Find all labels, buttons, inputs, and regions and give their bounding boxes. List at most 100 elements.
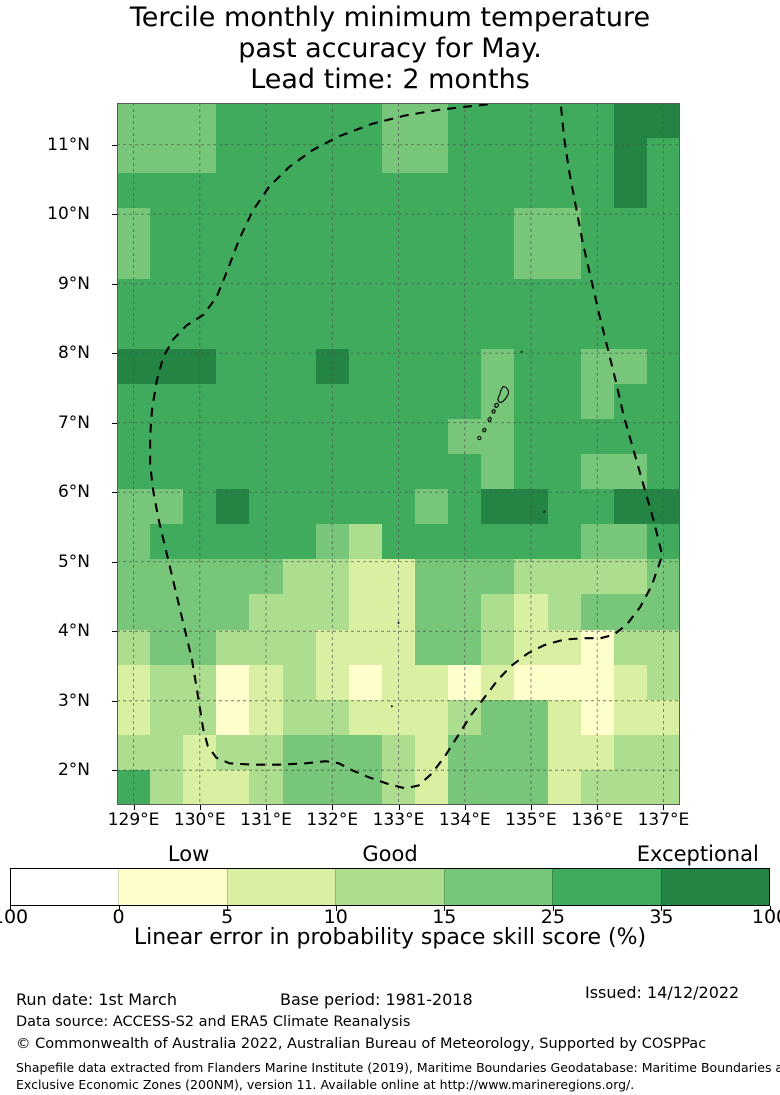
y-tick-mark <box>112 770 117 772</box>
heatmap-cell <box>580 173 615 209</box>
heatmap-cell <box>117 489 151 525</box>
y-tick-mark <box>112 353 117 355</box>
heatmap-cell <box>448 734 482 771</box>
x-tick-mark <box>199 805 201 810</box>
heatmap-cell <box>415 629 449 666</box>
heatmap-cell <box>448 699 482 736</box>
heatmap-cell <box>580 313 615 350</box>
heatmap-cell <box>613 103 648 139</box>
heatmap-cell <box>481 138 515 174</box>
heatmap-cell <box>613 313 648 350</box>
heatmap-cell <box>481 489 515 525</box>
heatmap-cell <box>183 629 217 666</box>
heatmap-cell <box>381 348 416 385</box>
heatmap-cell <box>249 489 284 525</box>
heatmap-cell <box>415 243 449 280</box>
heatmap-cell <box>448 489 482 525</box>
heatmap-cell <box>514 383 549 420</box>
colorbar-segment-6 <box>660 869 769 905</box>
y-tick-mark <box>112 144 117 146</box>
heatmap-cell <box>448 664 482 701</box>
heatmap-cell <box>580 524 615 560</box>
heatmap-cell <box>547 383 582 420</box>
heatmap-cell <box>481 524 515 560</box>
heatmap-cell <box>646 418 680 455</box>
heatmap-cell <box>547 454 582 490</box>
heatmap-cell <box>646 524 680 560</box>
heatmap-cell <box>415 383 449 420</box>
heatmap-cell <box>150 383 184 420</box>
heatmap-cell <box>348 208 383 244</box>
heatmap-cell <box>348 664 383 701</box>
heatmap-cell <box>580 769 615 805</box>
heatmap-cell <box>448 208 482 244</box>
heatmap-cell <box>415 559 449 595</box>
heatmap-cell <box>646 594 680 631</box>
heatmap-cell <box>183 734 217 771</box>
x-tick-mark <box>332 805 334 810</box>
heatmap-cell <box>547 699 582 736</box>
heatmap-cell <box>348 348 383 385</box>
heatmap-cell <box>448 629 482 666</box>
heatmap-cell <box>381 313 416 350</box>
colorbar-category-0: Low <box>167 842 210 866</box>
heatmap-cell <box>547 594 582 631</box>
heatmap-cell <box>381 559 416 595</box>
chart-title: Tercile monthly minimum temperature past… <box>0 2 780 95</box>
heatmap-cell <box>646 173 680 209</box>
heatmap-cell <box>249 594 284 631</box>
heatmap-cell <box>580 489 615 525</box>
heatmap-cell <box>216 418 251 455</box>
heatmap-cell <box>150 629 184 666</box>
heatmap-cell <box>216 243 251 280</box>
colorbar-tick-label: 0 <box>112 906 125 928</box>
heatmap-cell <box>282 734 317 771</box>
heatmap-cell <box>514 524 549 560</box>
heatmap-cell <box>150 489 184 525</box>
heatmap-cell <box>249 208 284 244</box>
heatmap-cell <box>481 454 515 490</box>
heatmap-cell <box>547 734 582 771</box>
heatmap-cell <box>646 243 680 280</box>
heatmap-cell <box>613 243 648 280</box>
y-tick-mark <box>112 492 117 494</box>
colorbar-tick-label: 100 <box>751 906 780 928</box>
heatmap-cell <box>117 418 151 455</box>
shapefile-credit-line-1: Shapefile data extracted from Flanders M… <box>16 1060 780 1075</box>
colorbar-category-1: Good <box>362 842 418 866</box>
heatmap-cell <box>249 103 284 139</box>
heatmap-cell <box>282 489 317 525</box>
heatmap-cell <box>613 138 648 174</box>
heatmap-cell <box>448 243 482 280</box>
x-tick-label: 129°E <box>107 810 160 830</box>
colorbar <box>10 868 770 906</box>
heatmap-cell <box>514 559 549 595</box>
heatmap-cell <box>348 489 383 525</box>
heatmap-cell <box>183 243 217 280</box>
heatmap-cell <box>315 418 350 455</box>
heatmap-cell <box>150 138 184 174</box>
heatmap-cell <box>216 629 251 666</box>
heatmap-cell <box>613 208 648 244</box>
heatmap-cell <box>282 383 317 420</box>
heatmap-cell <box>150 734 184 771</box>
colorbar-segment-2 <box>226 869 336 905</box>
heatmap-cell <box>315 243 350 280</box>
heatmap-cell <box>613 383 648 420</box>
heatmap-cell <box>547 138 582 174</box>
heatmap-cell <box>580 418 615 455</box>
heatmap-cell <box>381 664 416 701</box>
heatmap-cell <box>282 138 317 174</box>
heatmap-cell <box>646 664 680 701</box>
heatmap-cell <box>547 418 582 455</box>
colorbar-tick-mark <box>335 906 337 911</box>
heatmap-cell <box>216 489 251 525</box>
heatmap-cell <box>117 559 151 595</box>
heatmap-cell <box>613 559 648 595</box>
heatmap-cell <box>117 348 151 385</box>
heatmap-cell <box>282 173 317 209</box>
heatmap-cell <box>448 173 482 209</box>
heatmap-cell <box>150 699 184 736</box>
heatmap-cell <box>315 138 350 174</box>
heatmap-cell <box>481 629 515 666</box>
